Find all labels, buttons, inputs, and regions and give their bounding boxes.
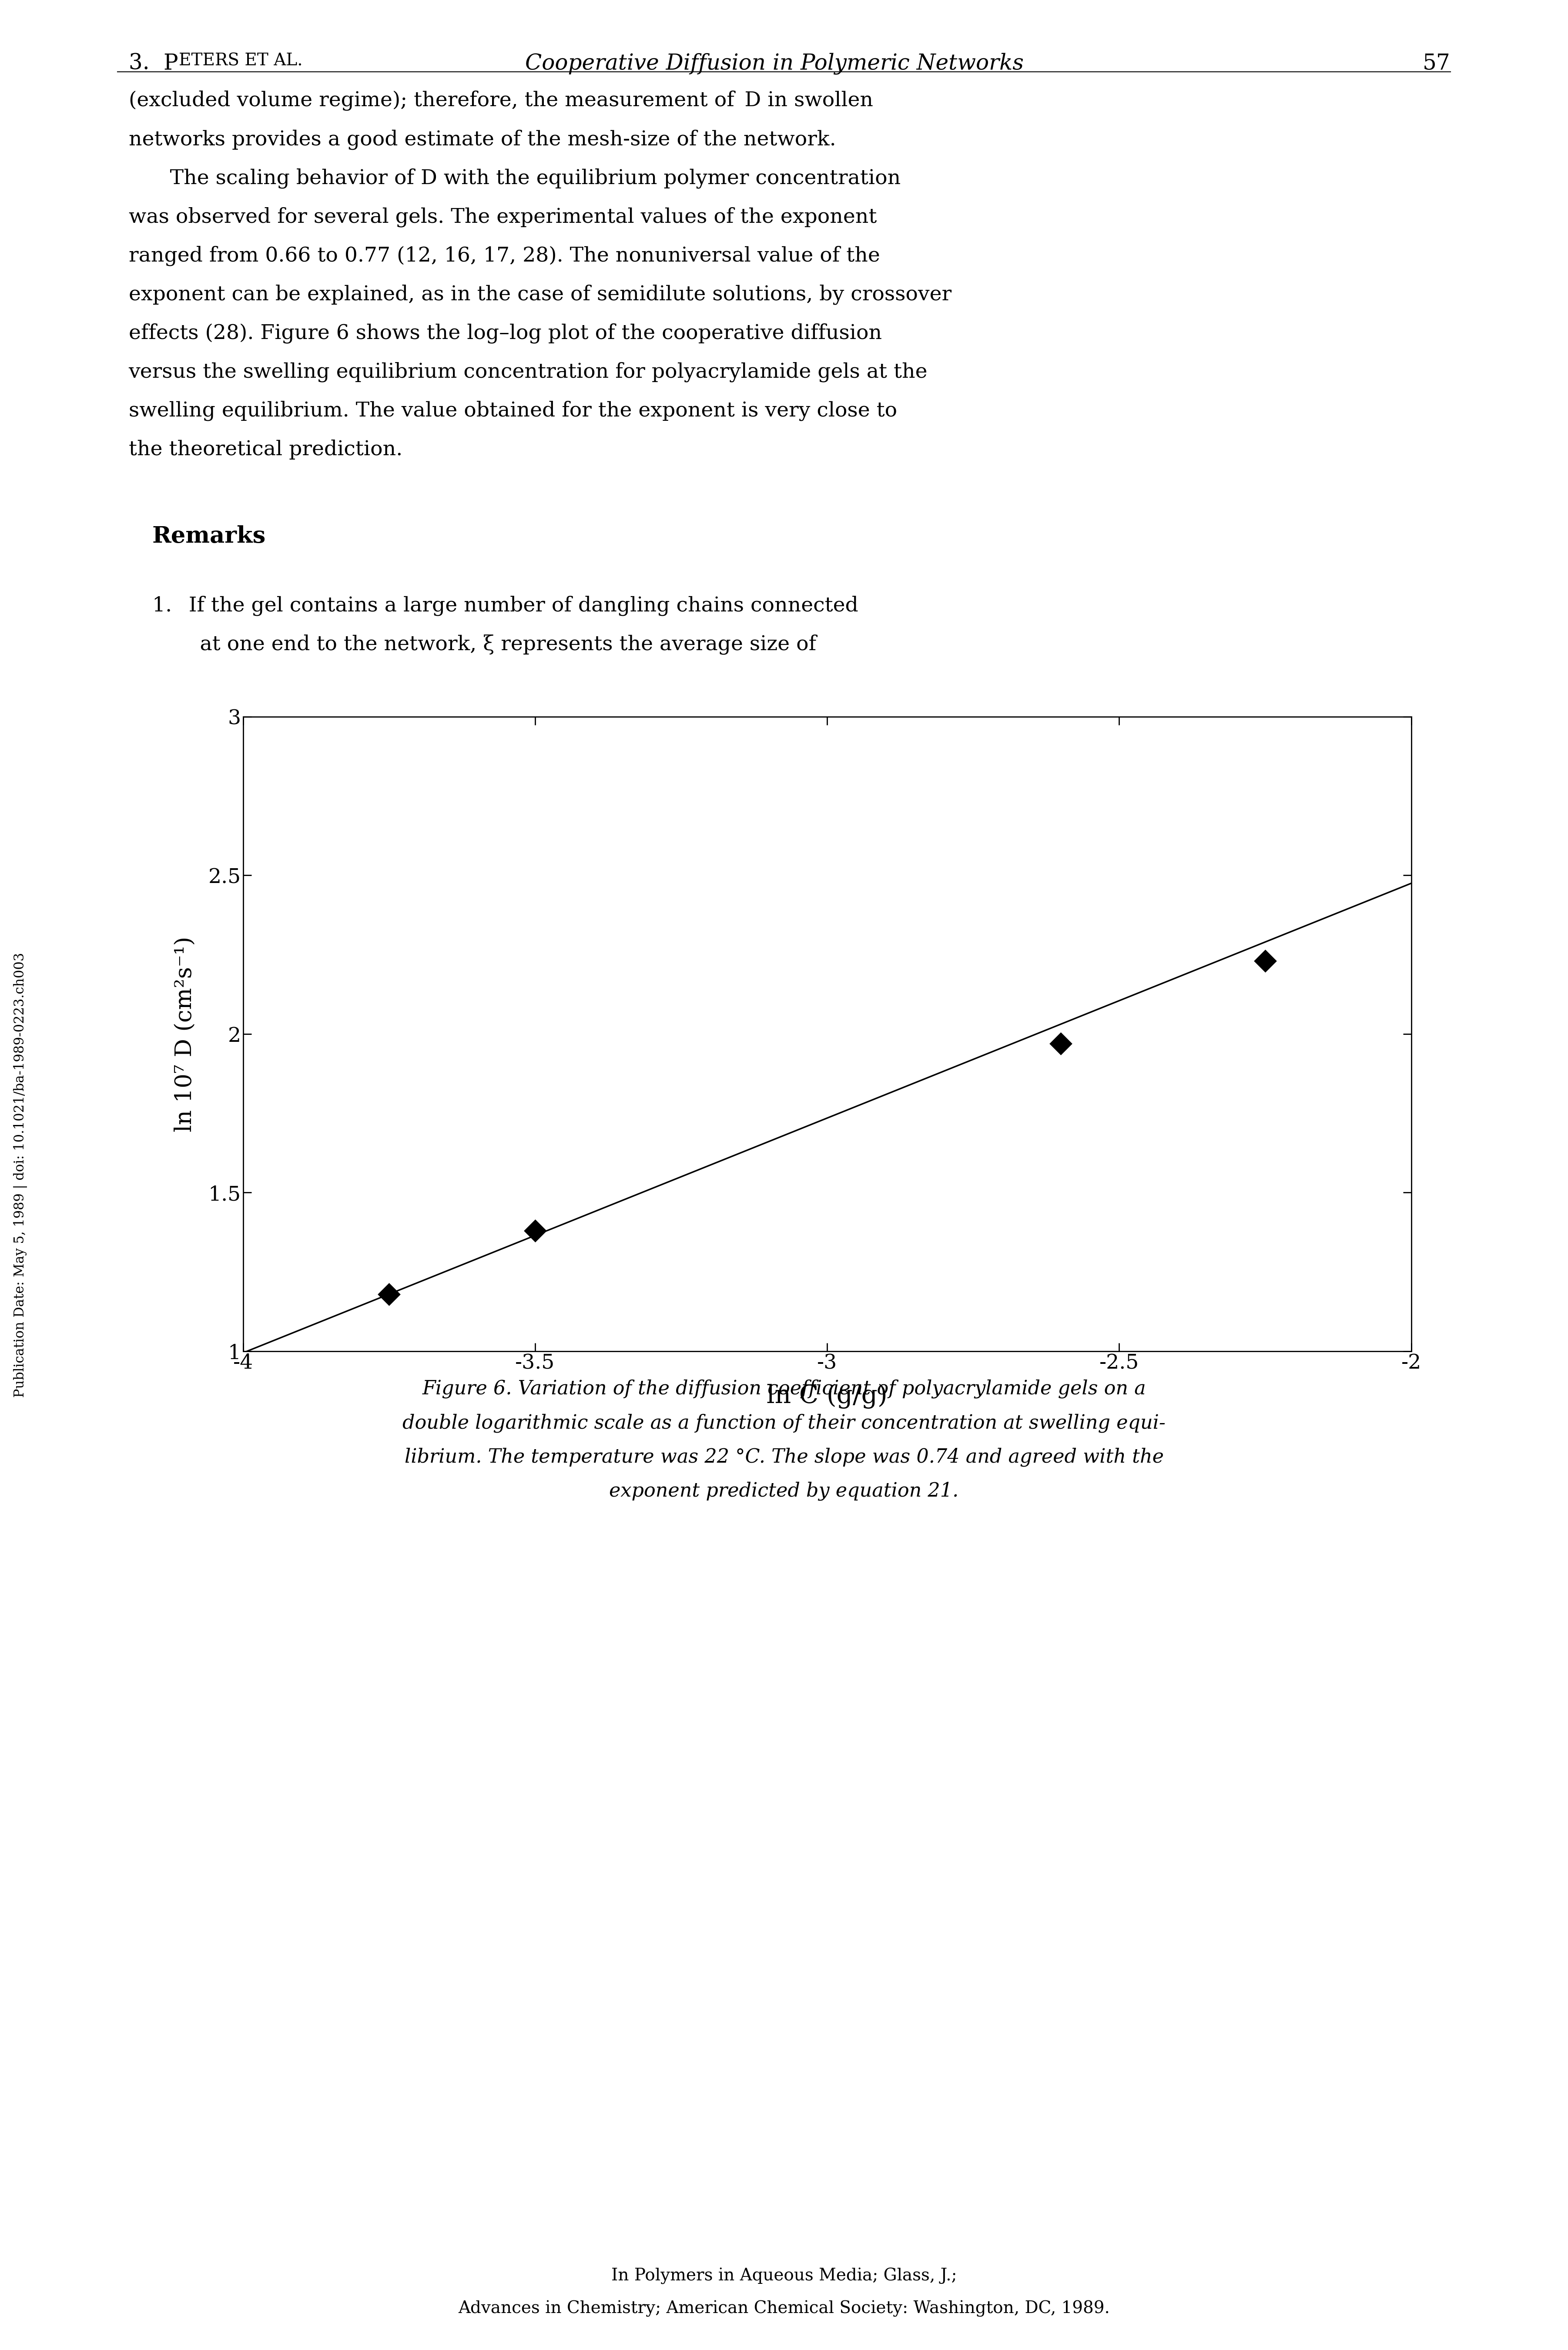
Point xyxy=(1253,942,1278,980)
Point xyxy=(1047,1025,1073,1062)
Text: Advances in Chemistry; American Chemical Society: Washington, DC, 1989.: Advances in Chemistry; American Chemical… xyxy=(458,2301,1110,2317)
Text: exponent can be explained, as in the case of semidilute solutions, by crossover: exponent can be explained, as in the cas… xyxy=(129,284,952,306)
Text: librium. The temperature was 22 °C. The slope was 0.74 and agreed with the: librium. The temperature was 22 °C. The … xyxy=(405,1448,1163,1466)
Text: exponent predicted by equation 21.: exponent predicted by equation 21. xyxy=(610,1483,958,1502)
X-axis label: ln C (g/g): ln C (g/g) xyxy=(767,1384,887,1408)
Text: the theoretical prediction.: the theoretical prediction. xyxy=(129,439,403,461)
Text: Figure 6. Variation of the diffusion coefficient of polyacrylamide gels on a: Figure 6. Variation of the diffusion coe… xyxy=(422,1379,1146,1398)
Point xyxy=(376,1276,401,1314)
Text: Publication Date: May 5, 1989 | doi: 10.1021/ba-1989-0223.ch003: Publication Date: May 5, 1989 | doi: 10.… xyxy=(14,952,27,1398)
Text: effects (28). Figure 6 shows the log–log plot of the cooperative diffusion: effects (28). Figure 6 shows the log–log… xyxy=(129,324,881,343)
Text: In Polymers in Aqueous Media; Glass, J.;: In Polymers in Aqueous Media; Glass, J.; xyxy=(612,2268,956,2284)
Text: at one end to the network, ξ represents the average size of: at one end to the network, ξ represents … xyxy=(152,634,815,656)
Text: P: P xyxy=(163,54,177,75)
Text: 3.: 3. xyxy=(129,54,160,75)
Text: versus the swelling equilibrium concentration for polyacrylamide gels at the: versus the swelling equilibrium concentr… xyxy=(129,362,928,383)
Text: (excluded volume regime); therefore, the measurement of D in swollen: (excluded volume regime); therefore, the… xyxy=(129,89,873,110)
Text: double logarithmic scale as a function of their concentration at swelling equi-: double logarithmic scale as a function o… xyxy=(403,1415,1165,1433)
Text: 57: 57 xyxy=(1422,54,1450,75)
Text: 1.  If the gel contains a large number of dangling chains connected: 1. If the gel contains a large number of… xyxy=(152,597,858,616)
Text: ranged from 0.66 to 0.77 (12, 16, 17, 28). The nonuniversal value of the: ranged from 0.66 to 0.77 (12, 16, 17, 28… xyxy=(129,247,880,266)
Y-axis label: ln 10⁷ D (cm²s⁻¹): ln 10⁷ D (cm²s⁻¹) xyxy=(174,935,196,1133)
Text: Cooperative Diffusion in Polymeric Networks: Cooperative Diffusion in Polymeric Netwo… xyxy=(525,54,1024,75)
Text: Remarks: Remarks xyxy=(152,526,265,548)
Text: The scaling behavior of D with the equilibrium polymer concentration: The scaling behavior of D with the equil… xyxy=(129,169,900,188)
Text: networks provides a good estimate of the mesh-size of the network.: networks provides a good estimate of the… xyxy=(129,129,836,150)
Text: swelling equilibrium. The value obtained for the exponent is very close to: swelling equilibrium. The value obtained… xyxy=(129,400,897,421)
Text: ETERS ET AL.: ETERS ET AL. xyxy=(179,54,303,68)
Text: was observed for several gels. The experimental values of the exponent: was observed for several gels. The exper… xyxy=(129,207,877,228)
Point xyxy=(522,1213,547,1250)
